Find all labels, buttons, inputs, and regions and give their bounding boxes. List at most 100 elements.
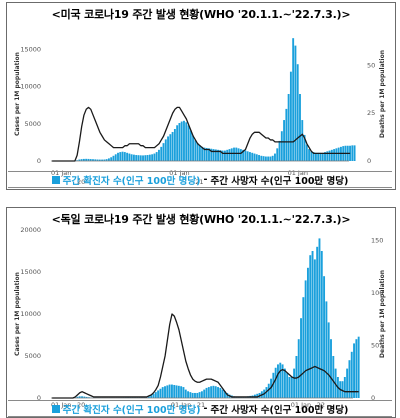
de-case-bar	[85, 396, 88, 398]
us-case-bar	[148, 154, 151, 161]
de-x-tick-sublabel: 21	[197, 401, 205, 409]
de-case-bar	[219, 387, 222, 398]
us-case-bar	[171, 131, 174, 161]
us-case-bar	[246, 151, 249, 161]
us-case-bar	[128, 153, 131, 161]
us-case-bar	[89, 159, 92, 161]
us-case-bar	[258, 155, 260, 161]
us-case-bar	[264, 156, 267, 161]
us-case-bar	[251, 152, 254, 161]
us-right-tick-label: 25	[367, 109, 375, 117]
us-case-bar	[176, 125, 179, 161]
us-case-bar	[169, 134, 172, 161]
de-case-bar	[207, 387, 210, 398]
us-case-bar	[328, 150, 331, 161]
germany-legend: 주간 확진자 수(인구 100만 명당) - 주간 사망자 수(인구 100만 …	[8, 400, 392, 417]
germany-legend-deaths: 주간 사망자 수(인구 100만 명당)	[210, 404, 349, 416]
us-case-bar	[230, 148, 233, 161]
de-case-bar	[191, 392, 194, 398]
us-case-bar	[305, 144, 308, 161]
us-x-tick-sublabel: 20	[77, 178, 85, 186]
de-case-bar	[180, 386, 183, 398]
de-left-tick-label: 5000	[24, 352, 41, 360]
us-case-bar	[112, 155, 115, 161]
de-case-bar	[150, 395, 153, 398]
de-case-bar	[277, 364, 279, 398]
us-legend: 주간 확진자 수(인구 100만 명당) - 주간 사망자 수(인구 100만 …	[8, 171, 392, 188]
us-case-bar	[117, 152, 119, 161]
us-case-bar	[110, 157, 113, 161]
us-case-bar	[335, 148, 338, 161]
us-case-bar	[139, 155, 142, 161]
us-case-bar	[119, 152, 122, 161]
us-case-bar	[269, 156, 272, 161]
de-case-bar	[81, 396, 83, 398]
cases-swatch-icon	[51, 175, 60, 184]
us-x-tick-sublabel: 21	[195, 178, 203, 186]
de-case-bar	[175, 385, 178, 398]
de-x-tick-label: 01 Jan	[171, 401, 191, 409]
us-case-bar	[137, 155, 140, 161]
us-case-bar	[276, 148, 279, 161]
de-case-bar	[306, 267, 309, 398]
us-case-bar	[203, 147, 206, 161]
us-case-bar	[180, 121, 183, 161]
de-case-bar	[309, 255, 312, 398]
us-case-bar	[98, 159, 101, 161]
us-case-bar	[101, 159, 104, 161]
us-case-bar	[121, 151, 124, 161]
de-left-tick-label: 15000	[20, 268, 41, 276]
us-case-bar	[283, 120, 285, 161]
us-case-bar	[132, 154, 135, 161]
us-case-bar	[289, 71, 292, 161]
us-case-bar	[130, 154, 133, 161]
us-case-bar	[178, 123, 181, 161]
us-x-tick-sublabel: 22	[314, 178, 322, 186]
de-case-bar	[330, 339, 332, 398]
de-x-tick-sublabel: 20	[77, 401, 85, 409]
de-case-bar	[161, 387, 164, 398]
us-case-bar	[314, 152, 317, 161]
us-case-bar	[192, 135, 195, 161]
de-case-bar	[83, 396, 86, 398]
us-case-bar	[235, 147, 238, 161]
us-case-bar	[267, 156, 270, 161]
us-case-bar	[249, 152, 251, 161]
de-right-tick-label: 0	[371, 394, 375, 402]
de-case-bar	[78, 396, 81, 398]
us-case-bar	[123, 152, 126, 161]
de-left-tick-label: 0	[37, 394, 41, 402]
us-case-bar	[160, 146, 163, 161]
us-chart-title: <미국 코로나19 주간 발생 현황(WHO '20.1.1.~'22.7.3.…	[51, 8, 351, 21]
us-case-bar	[333, 149, 336, 161]
us-case-bar	[237, 148, 240, 161]
de-case-bar	[164, 386, 166, 398]
us-case-bar	[82, 158, 85, 161]
us-case-bar	[271, 155, 274, 161]
us-case-bar	[226, 149, 229, 161]
us-case-bar	[319, 152, 322, 161]
us-case-bar	[92, 159, 94, 161]
de-case-bar	[325, 301, 328, 398]
us-case-bar	[278, 140, 281, 161]
de-case-bar	[205, 387, 208, 398]
us-left-tick-label: 5000	[24, 120, 41, 128]
de-case-bar	[184, 389, 187, 398]
us-case-bar	[205, 147, 208, 161]
us-case-bar	[242, 149, 245, 161]
de-case-bar	[212, 385, 215, 398]
de-case-bar	[295, 356, 298, 398]
de-case-bar	[343, 377, 346, 398]
de-y-axis-title-left: Cases per 1M population	[14, 272, 21, 356]
us-case-bar	[301, 120, 304, 161]
us-left-tick-label: 10000	[20, 83, 41, 91]
us-right-tick-label: 50	[367, 61, 375, 69]
us-case-bar	[233, 147, 235, 161]
de-case-bar	[283, 368, 286, 398]
us-case-bar	[219, 150, 222, 161]
de-case-bar	[187, 391, 190, 398]
de-right-tick-label: 150	[371, 237, 383, 245]
us-case-bar	[135, 155, 138, 161]
us-case-bar	[201, 146, 204, 161]
us-y-axis-title-right: Deaths per 1M population	[379, 50, 386, 138]
